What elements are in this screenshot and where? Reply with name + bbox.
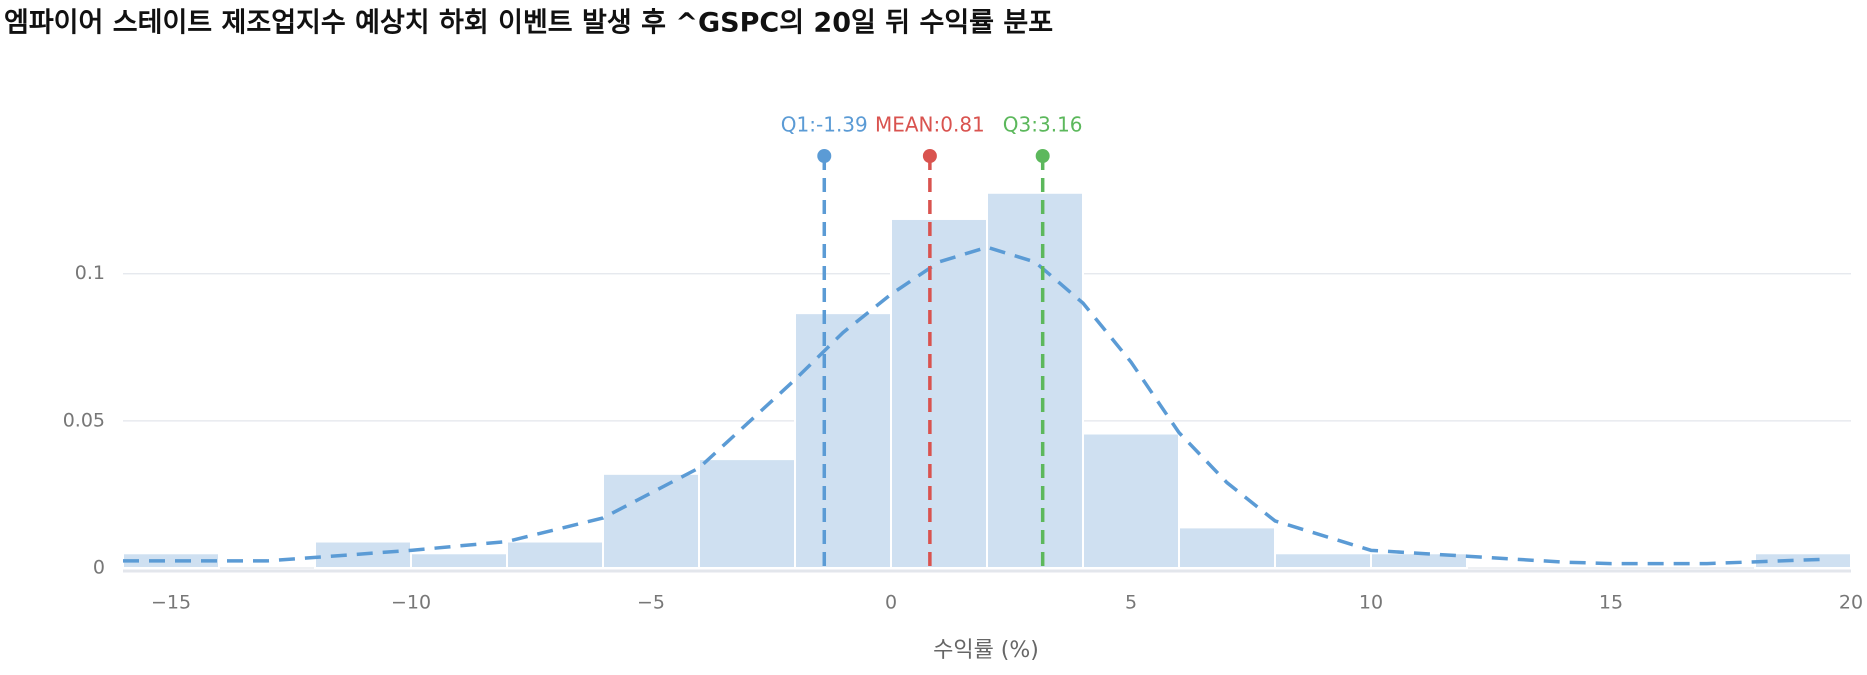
bar [410,552,508,569]
bar [794,312,892,569]
bar [1082,432,1180,569]
x-tick-label: 15 [1599,592,1623,614]
x-axis-label: 수익률 (%) [933,638,1039,663]
x-tick-label: −5 [637,592,665,614]
bar [1178,526,1276,569]
kde-line [123,245,1828,566]
marker-label: Q3:3.16 [1003,113,1083,137]
bar [890,217,988,569]
x-tick-label: 10 [1359,592,1383,614]
chart-title: 엠파이어 스테이트 제조업지수 예상치 하회 이벤트 발생 후 ^GSPC의 2… [4,8,1053,39]
bar [1274,552,1372,569]
marker-label: MEAN:0.81 [875,113,985,137]
marker-dot [817,149,832,163]
x-tick-label: −10 [391,592,431,614]
bar [506,540,604,569]
x-tick-label: 5 [1125,592,1137,614]
bar [1754,552,1852,569]
x-tick-label: 20 [1839,592,1863,614]
marker-dot [1035,149,1050,163]
x-tick-label: −15 [151,592,191,614]
bar [698,458,796,569]
x-tick-label: 0 [885,592,897,614]
marker-label: Q1:-1.39 [781,113,868,137]
bar [602,472,700,570]
y-tick-label: 0 [93,557,105,579]
y-tick-label: 0.05 [63,409,105,431]
y-tick-label: 0.1 [75,262,105,284]
marker-dot [922,149,937,163]
bar [986,191,1084,570]
